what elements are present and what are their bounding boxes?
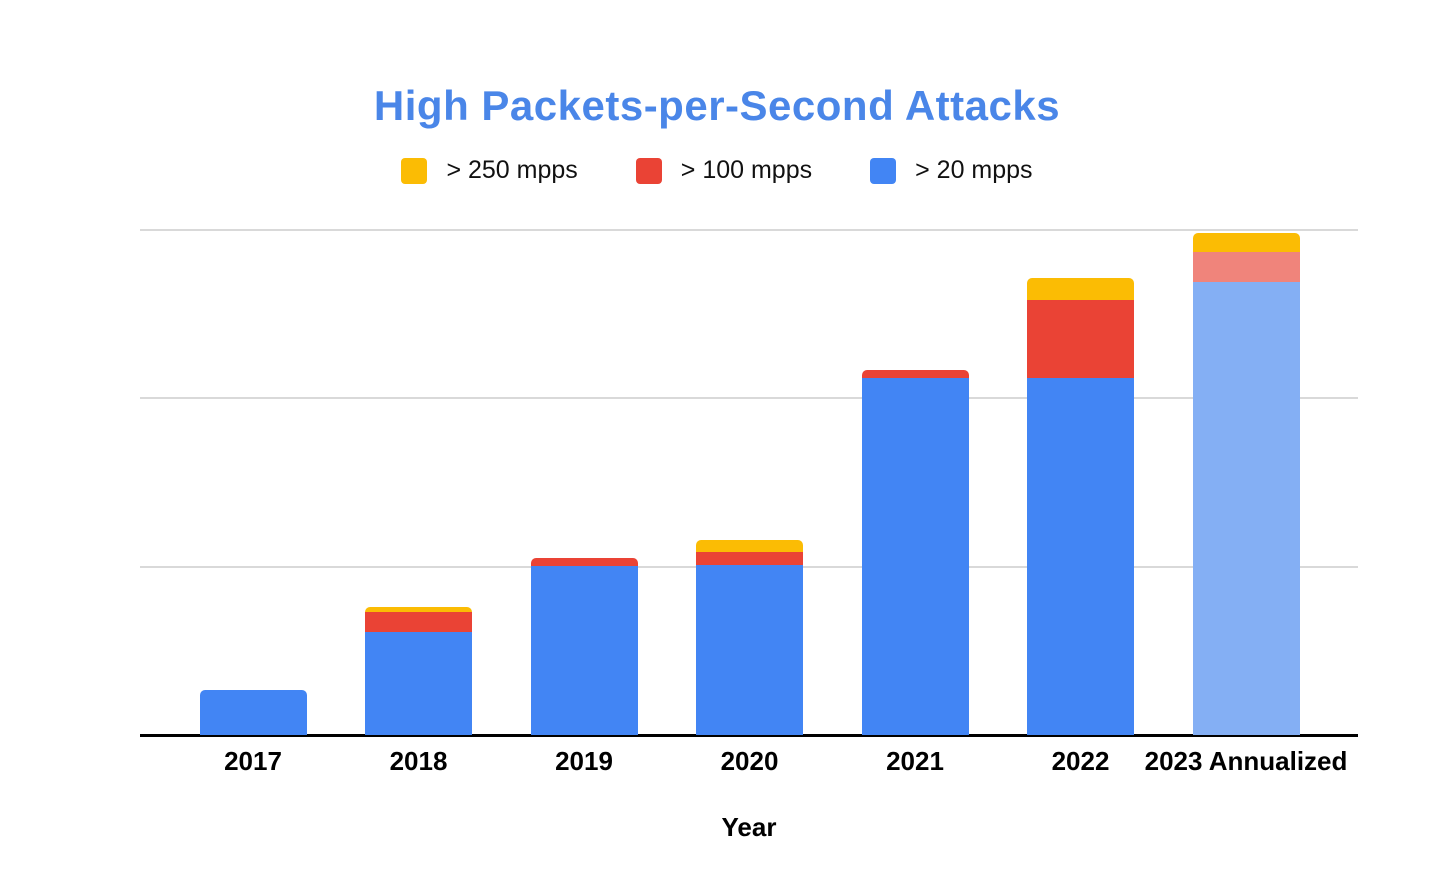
bar-segment-100mpps	[1027, 300, 1134, 378]
bar-segment-100mpps	[365, 612, 472, 632]
gridline	[140, 228, 1358, 231]
gridline	[140, 397, 1358, 399]
x-tick-label: 2021	[886, 746, 944, 776]
x-tick-label: 2020	[720, 746, 779, 776]
bar-segment-250mpps	[696, 540, 803, 552]
bar-2019	[530, 558, 638, 735]
bar-segment-20mpps	[696, 565, 803, 735]
bar-segment-250mpps	[365, 607, 472, 612]
bar-segment-20mpps	[530, 566, 638, 735]
x-tick-label: 2019	[555, 746, 613, 776]
bar-segment-250mpps	[1192, 233, 1300, 252]
bar-segment-250mpps	[1027, 278, 1134, 300]
bar-segment-20mpps	[199, 690, 307, 735]
x-tick-label: 2023 Annualized	[1144, 746, 1348, 776]
bar-segment-20mpps	[365, 632, 472, 735]
bar-segment-100mpps	[1192, 252, 1300, 282]
legend-swatch-red-icon	[635, 157, 662, 184]
x-tick-label: 2017	[224, 746, 282, 776]
bar-2021	[861, 370, 969, 735]
bar-segment-20mpps	[861, 378, 969, 735]
legend-item-100mpps: > 100 mpps	[635, 156, 813, 185]
x-axis-title: Year	[721, 812, 777, 842]
legend-label: > 250 mpps	[446, 156, 578, 184]
bar-segment-20mpps	[1192, 282, 1300, 735]
x-axis-line	[140, 734, 1358, 737]
bar-segment-100mpps	[530, 558, 638, 566]
bar-2022	[1027, 278, 1134, 735]
bar-2020	[696, 540, 803, 735]
plot-area: 2017 2018 2019 2020 2021 2022 2023 Annualized	[140, 228, 1358, 776]
bar-segment-20mpps	[1027, 378, 1134, 735]
legend-label: > 20 mpps	[915, 156, 1033, 184]
legend-label: > 100 mpps	[680, 156, 813, 184]
bar-2017	[199, 690, 307, 735]
bar-2018	[365, 607, 472, 735]
legend: > 250 mpps > 100 mpps > 20 mpps	[0, 156, 1434, 185]
x-tick-label: 2022	[1051, 746, 1110, 776]
legend-item-20mpps: > 20 mpps	[870, 156, 1033, 185]
x-tick-label: 2018	[389, 746, 448, 776]
bar-segment-100mpps	[861, 370, 969, 378]
legend-item-250mpps: > 250 mpps	[401, 156, 578, 185]
chart-title: High Packets-per-Second Attacks	[373, 82, 1061, 129]
bar-segment-100mpps	[696, 552, 803, 565]
bar-2023-annualized	[1192, 233, 1300, 735]
legend-swatch-yellow-icon	[401, 157, 428, 184]
legend-swatch-blue-icon	[870, 157, 897, 184]
